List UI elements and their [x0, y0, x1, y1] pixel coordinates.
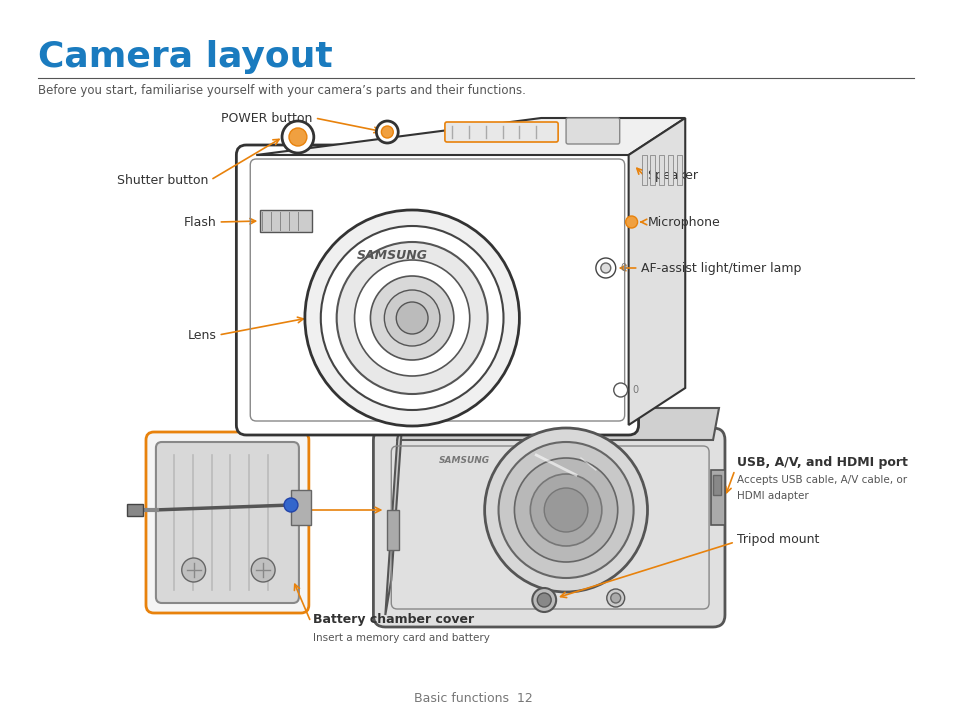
- Text: AF-assist light/timer lamp: AF-assist light/timer lamp: [639, 261, 801, 274]
- Circle shape: [532, 588, 556, 612]
- Polygon shape: [396, 408, 719, 440]
- Bar: [668, 155, 673, 185]
- Circle shape: [600, 263, 610, 273]
- Circle shape: [376, 121, 397, 143]
- Bar: [710, 470, 724, 525]
- Circle shape: [543, 488, 587, 532]
- FancyBboxPatch shape: [146, 432, 309, 613]
- Bar: [291, 490, 311, 525]
- Circle shape: [355, 260, 469, 376]
- Circle shape: [514, 458, 617, 562]
- Text: Insert a memory card and battery: Insert a memory card and battery: [313, 633, 489, 643]
- Text: POWER button: POWER button: [221, 112, 313, 125]
- Bar: [677, 155, 681, 185]
- Bar: [387, 510, 398, 550]
- Circle shape: [251, 558, 274, 582]
- Text: Flash: Flash: [184, 215, 216, 228]
- Circle shape: [498, 442, 633, 578]
- Bar: [659, 155, 663, 185]
- Circle shape: [625, 216, 637, 228]
- Circle shape: [284, 498, 297, 512]
- Bar: [260, 210, 312, 232]
- Text: HDMI adapter: HDMI adapter: [736, 491, 808, 501]
- Text: Shutter button: Shutter button: [117, 174, 209, 186]
- Text: USB, A/V, and HDMI port: USB, A/V, and HDMI port: [736, 456, 907, 469]
- Text: 0: 0: [620, 263, 626, 273]
- Circle shape: [613, 383, 627, 397]
- Text: Before you start, familiarise yourself with your camera’s parts and their functi: Before you start, familiarise yourself w…: [38, 84, 525, 97]
- Circle shape: [610, 593, 620, 603]
- FancyBboxPatch shape: [236, 145, 638, 435]
- Circle shape: [606, 589, 624, 607]
- Circle shape: [282, 121, 314, 153]
- Circle shape: [537, 593, 551, 607]
- Circle shape: [530, 474, 601, 546]
- FancyBboxPatch shape: [565, 118, 619, 144]
- Text: Accepts USB cable, A/V cable, or: Accepts USB cable, A/V cable, or: [736, 475, 906, 485]
- Circle shape: [305, 210, 518, 426]
- Text: Microphone: Microphone: [647, 215, 720, 228]
- Text: SAMSUNG: SAMSUNG: [356, 248, 427, 261]
- Bar: [127, 504, 143, 516]
- Text: Speaker: Speaker: [647, 168, 698, 181]
- Text: SAMSUNG: SAMSUNG: [438, 456, 490, 464]
- FancyBboxPatch shape: [155, 442, 298, 603]
- Text: 0: 0: [632, 385, 639, 395]
- Circle shape: [395, 302, 428, 334]
- FancyBboxPatch shape: [373, 428, 724, 627]
- Text: Lens: Lens: [188, 328, 216, 341]
- Circle shape: [336, 242, 487, 394]
- Text: Battery chamber cover: Battery chamber cover: [313, 613, 474, 626]
- Bar: [650, 155, 655, 185]
- Bar: [640, 155, 646, 185]
- Circle shape: [484, 428, 647, 592]
- Circle shape: [384, 290, 439, 346]
- Circle shape: [182, 558, 205, 582]
- FancyBboxPatch shape: [444, 122, 558, 142]
- Bar: [712, 475, 720, 495]
- Circle shape: [596, 258, 615, 278]
- Text: Tripod mount: Tripod mount: [736, 534, 819, 546]
- Circle shape: [320, 226, 503, 410]
- Text: Camera layout: Camera layout: [38, 40, 333, 74]
- Polygon shape: [256, 118, 684, 155]
- Polygon shape: [628, 118, 684, 425]
- Polygon shape: [385, 408, 403, 615]
- Circle shape: [289, 128, 307, 146]
- Text: Basic functions  12: Basic functions 12: [414, 691, 533, 704]
- Circle shape: [381, 126, 393, 138]
- Circle shape: [370, 276, 454, 360]
